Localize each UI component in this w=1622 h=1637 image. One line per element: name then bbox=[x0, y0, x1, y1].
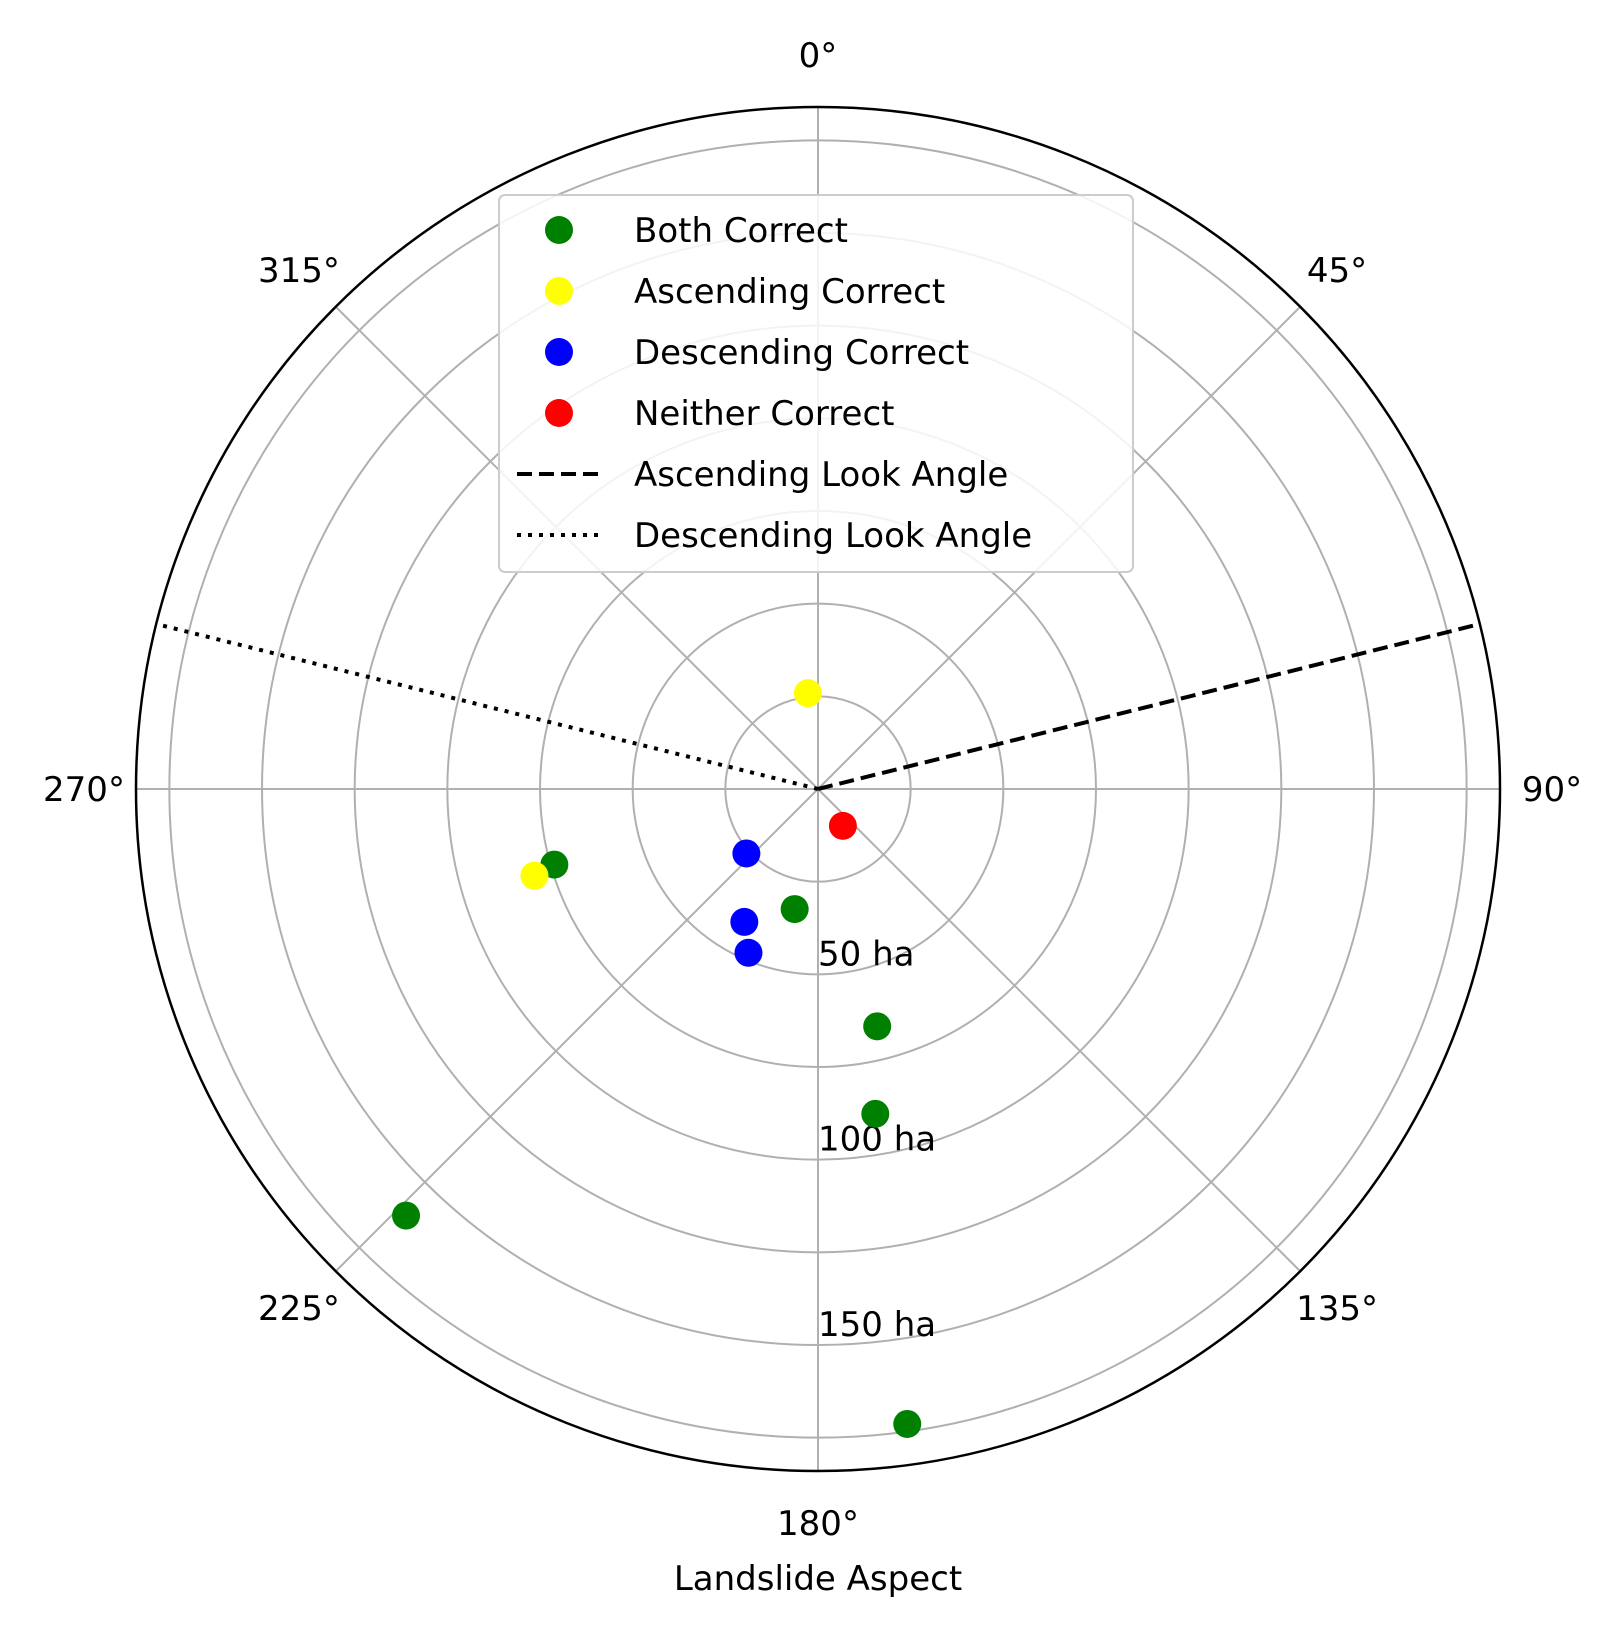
theta-tick-labels: 0° 45° 90° 135° 180° 225° 270° 315° bbox=[43, 36, 1582, 1544]
point-ascending-correct bbox=[793, 679, 822, 708]
point-descending-correct bbox=[730, 907, 759, 936]
grid-spoke bbox=[817, 788, 1301, 1272]
legend-label: Ascending Look Angle bbox=[634, 455, 1008, 495]
point-neither-correct bbox=[828, 811, 857, 840]
legend-marker bbox=[545, 338, 573, 366]
x-axis-label: Landslide Aspect bbox=[674, 1559, 962, 1599]
theta-tick-label: 45° bbox=[1307, 251, 1367, 291]
theta-tick-label: 270° bbox=[43, 770, 125, 810]
point-both-correct bbox=[863, 1012, 892, 1041]
legend-label: Descending Correct bbox=[634, 333, 969, 373]
point-both-correct bbox=[893, 1409, 922, 1438]
polar-frame bbox=[134, 105, 1502, 1473]
look-angle-lines bbox=[155, 622, 1481, 791]
point-both-correct bbox=[861, 1099, 890, 1128]
legend-box bbox=[498, 194, 1134, 573]
legend-label: Ascending Correct bbox=[634, 272, 945, 312]
data-points bbox=[392, 679, 922, 1438]
descending-look-angle-line bbox=[155, 622, 819, 791]
theta-tick-label: 0° bbox=[799, 36, 838, 76]
grid-spoke bbox=[335, 788, 819, 1272]
legend: Both Correct Ascending Correct Descending … bbox=[498, 194, 1134, 573]
legend-marker bbox=[545, 216, 573, 244]
point-descending-correct bbox=[732, 839, 761, 868]
point-ascending-correct bbox=[520, 861, 549, 890]
r-tick-label: 50 ha bbox=[818, 934, 914, 974]
theta-tick-label: 180° bbox=[777, 1504, 859, 1544]
legend-label: Both Correct bbox=[634, 211, 848, 251]
theta-tick-label: 135° bbox=[1296, 1289, 1378, 1329]
ascending-look-angle-line bbox=[817, 622, 1481, 791]
legend-marker bbox=[545, 277, 573, 305]
legend-marker bbox=[545, 399, 573, 427]
legend-label: Neither Correct bbox=[634, 394, 894, 434]
legend-label: Descending Look Angle bbox=[634, 516, 1032, 556]
point-both-correct bbox=[780, 895, 809, 924]
point-descending-correct bbox=[734, 938, 763, 967]
theta-tick-label: 315° bbox=[258, 251, 340, 291]
r-tick-label: 150 ha bbox=[818, 1305, 936, 1345]
point-both-correct bbox=[392, 1201, 421, 1230]
theta-tick-label: 90° bbox=[1522, 770, 1582, 810]
theta-tick-label: 225° bbox=[258, 1289, 340, 1329]
